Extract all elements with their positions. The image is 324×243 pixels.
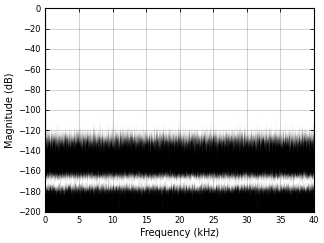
Y-axis label: Magnitude (dB): Magnitude (dB) bbox=[5, 72, 15, 148]
X-axis label: Frequency (kHz): Frequency (kHz) bbox=[140, 228, 219, 238]
